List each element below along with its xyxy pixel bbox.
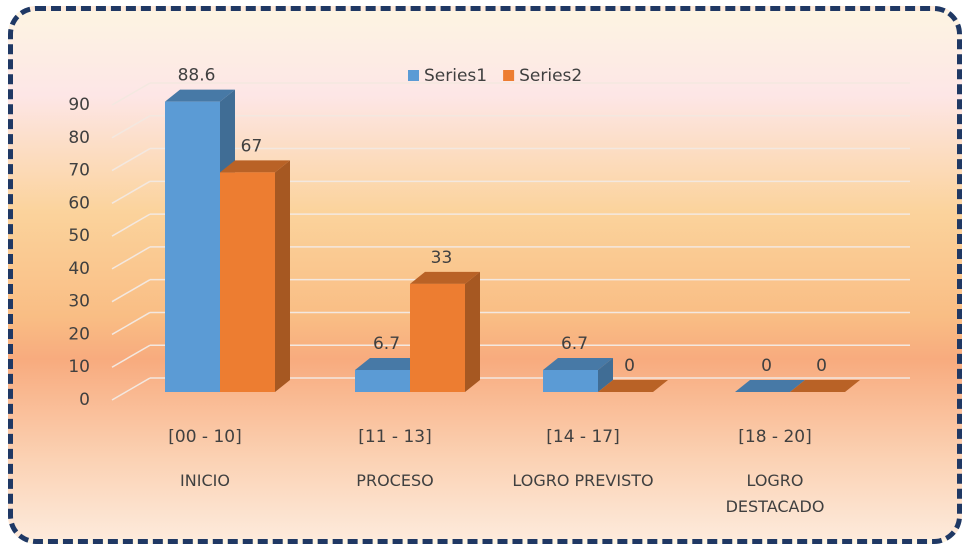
data-label: 0 <box>816 356 827 376</box>
bar <box>220 160 290 392</box>
legend-swatch <box>408 70 419 81</box>
bar-top <box>220 160 290 173</box>
y-tick-label: 80 <box>68 128 90 148</box>
data-label: 0 <box>761 356 772 376</box>
data-label: 88.6 <box>178 66 216 86</box>
grid-line <box>111 213 151 237</box>
bar-side <box>275 160 290 392</box>
y-tick-label: 70 <box>68 161 90 181</box>
grid-line <box>111 377 151 401</box>
bar-side <box>465 271 480 392</box>
bar <box>543 358 613 392</box>
x-tick-label: [11 - 13] <box>358 427 431 447</box>
grid-line <box>111 82 151 106</box>
group-label: INICIO <box>180 471 230 490</box>
bar <box>410 271 480 392</box>
y-tick-label: 10 <box>68 357 90 377</box>
bar-front <box>410 283 465 392</box>
y-tick-label: 30 <box>68 292 90 312</box>
legend-label: Series2 <box>519 66 582 86</box>
grid-line <box>111 180 151 204</box>
data-label: 0 <box>624 356 635 376</box>
legend-swatch <box>503 70 515 81</box>
x-tick-label: [00 - 10] <box>168 427 241 447</box>
bar-top <box>355 358 425 371</box>
bar-top <box>165 89 235 102</box>
group-label: LOGRO PREVISTO <box>512 471 654 490</box>
bar-top <box>735 380 805 392</box>
bar-side <box>598 358 613 392</box>
bar-top <box>790 380 860 392</box>
bar-front <box>355 370 410 392</box>
bar-front <box>220 172 275 392</box>
bar <box>790 380 860 392</box>
group-label: LOGRO DESTACADO <box>725 471 825 516</box>
grid-line <box>111 344 151 368</box>
data-label: 33 <box>431 248 453 268</box>
data-label: 67 <box>241 136 263 156</box>
legend-label: Series1 <box>424 66 487 86</box>
y-tick-label: 50 <box>68 226 90 246</box>
group-label: PROCESO <box>356 471 434 490</box>
data-label: 6.7 <box>561 334 588 354</box>
y-tick-label: 20 <box>68 324 90 344</box>
bar <box>598 380 668 392</box>
x-tick-label: [18 - 20] <box>738 427 811 447</box>
grid-line <box>111 147 151 172</box>
bar-top <box>598 380 668 392</box>
data-label: 6.7 <box>373 334 400 354</box>
y-tick-label: 90 <box>68 95 90 115</box>
bar <box>735 380 805 392</box>
bar-front <box>165 101 220 392</box>
grid-line <box>111 311 151 336</box>
bar-top <box>543 358 613 371</box>
y-tick-label: 0 <box>79 390 90 410</box>
bar-front <box>543 370 598 392</box>
y-tick-label: 60 <box>68 193 90 213</box>
bar-top <box>410 271 480 284</box>
grid-line <box>111 279 151 303</box>
grid-line <box>111 246 151 270</box>
grid-line <box>111 115 151 139</box>
y-tick-label: 40 <box>68 259 90 279</box>
x-tick-label: [14 - 17] <box>546 427 619 447</box>
